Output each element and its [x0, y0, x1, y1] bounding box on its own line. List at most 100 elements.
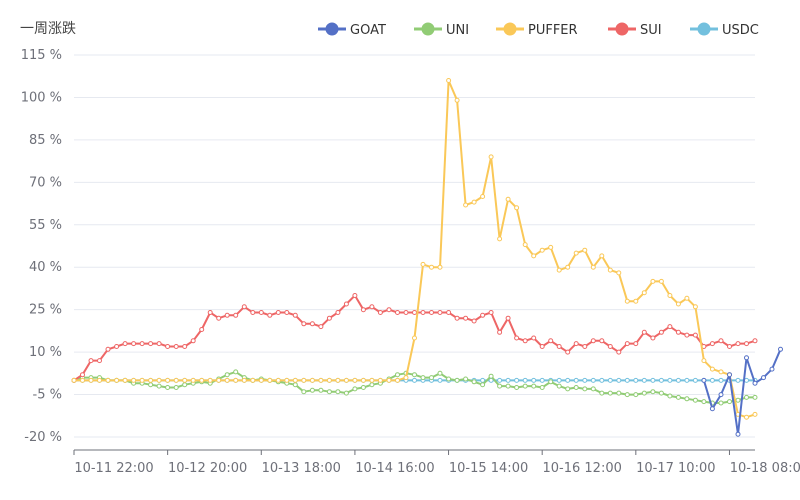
data-point — [309, 321, 315, 327]
data-point — [369, 304, 375, 310]
legend[interactable]: GOAT UNI PUFFER SUI USDC — [318, 22, 759, 38]
y-tick-label: 115 % — [21, 48, 62, 63]
data-point — [454, 97, 460, 103]
data-point — [80, 372, 85, 378]
data-point — [667, 293, 673, 298]
legend-label: GOAT — [350, 23, 386, 38]
legend-item-uni[interactable]: UNI — [414, 22, 469, 38]
data-point — [667, 377, 673, 383]
data-point — [607, 267, 613, 273]
series-sui — [71, 293, 758, 383]
data-point — [514, 385, 520, 390]
data-point — [735, 377, 741, 383]
data-point — [684, 377, 690, 383]
data-point — [548, 338, 554, 344]
data-point — [258, 310, 264, 315]
data-point — [582, 386, 588, 392]
data-point — [650, 389, 656, 395]
data-point — [701, 399, 707, 405]
data-point — [437, 377, 443, 383]
data-point — [352, 377, 358, 383]
data-point — [675, 377, 681, 383]
data-point — [497, 236, 503, 242]
data-point — [497, 383, 503, 389]
data-point — [114, 377, 120, 383]
data-point — [403, 310, 409, 315]
data-point — [624, 377, 630, 383]
data-point — [420, 310, 426, 315]
data-point — [437, 310, 443, 315]
data-point — [412, 377, 417, 383]
legend-label: PUFFER — [528, 23, 578, 38]
data-point — [488, 154, 494, 160]
data-point — [709, 341, 715, 347]
legend-item-usdc[interactable]: USDC — [690, 22, 759, 38]
data-point — [395, 377, 400, 383]
data-point — [573, 385, 579, 390]
data-point — [182, 377, 188, 383]
data-point — [582, 247, 588, 253]
data-point — [590, 386, 596, 392]
data-point — [573, 341, 579, 347]
data-point — [165, 344, 171, 349]
data-point — [590, 377, 596, 383]
data-point — [216, 377, 222, 383]
data-point — [624, 341, 630, 347]
data-point — [641, 329, 647, 335]
data-point — [182, 382, 188, 388]
data-point — [241, 377, 247, 383]
data-point — [692, 332, 698, 338]
data-point — [131, 341, 137, 347]
data-point — [386, 307, 392, 313]
y-tick-label: 100 % — [21, 90, 62, 105]
data-point — [301, 321, 307, 327]
data-point — [709, 366, 715, 372]
data-point — [122, 377, 128, 383]
data-point — [292, 312, 298, 318]
data-point — [156, 383, 162, 389]
x-tick-label: 10-13 18:00 — [262, 461, 341, 476]
data-point — [556, 377, 562, 383]
data-point — [437, 264, 443, 270]
data-point — [80, 377, 85, 383]
data-point — [505, 377, 511, 383]
data-point — [301, 389, 307, 395]
data-point — [488, 310, 494, 315]
data-point — [318, 387, 324, 393]
x-tick-label: 10-16 12:00 — [543, 461, 622, 476]
data-point — [97, 358, 102, 364]
data-point — [616, 270, 622, 276]
data-point — [752, 380, 758, 386]
data-point — [582, 344, 588, 349]
data-point — [429, 310, 434, 315]
data-point — [403, 375, 409, 381]
data-point — [692, 377, 698, 383]
data-point — [633, 298, 639, 304]
data-point — [207, 310, 213, 315]
data-point — [675, 301, 681, 307]
data-point — [395, 310, 400, 315]
data-point — [522, 377, 528, 383]
data-point — [735, 397, 741, 403]
data-point — [369, 382, 375, 388]
data-point — [539, 344, 545, 349]
data-point — [454, 377, 460, 383]
legend-item-sui[interactable]: SUI — [608, 22, 662, 38]
data-point — [284, 377, 290, 383]
data-point — [556, 267, 562, 273]
legend-item-goat[interactable]: GOAT — [318, 22, 386, 38]
data-point — [114, 344, 120, 349]
data-point — [326, 315, 332, 321]
legend-item-puffer[interactable]: PUFFER — [496, 22, 578, 38]
data-point — [377, 377, 383, 383]
data-point — [233, 369, 239, 375]
data-point — [471, 199, 477, 205]
data-point — [335, 389, 341, 395]
data-point — [752, 338, 758, 344]
data-point — [395, 372, 400, 378]
x-axis: 10-11 22:00 10-12 20:00 10-13 18:00 10-14 1… — [73, 449, 800, 476]
data-point — [624, 392, 630, 398]
data-point — [284, 310, 290, 315]
y-tick-label: 40 % — [29, 260, 62, 275]
